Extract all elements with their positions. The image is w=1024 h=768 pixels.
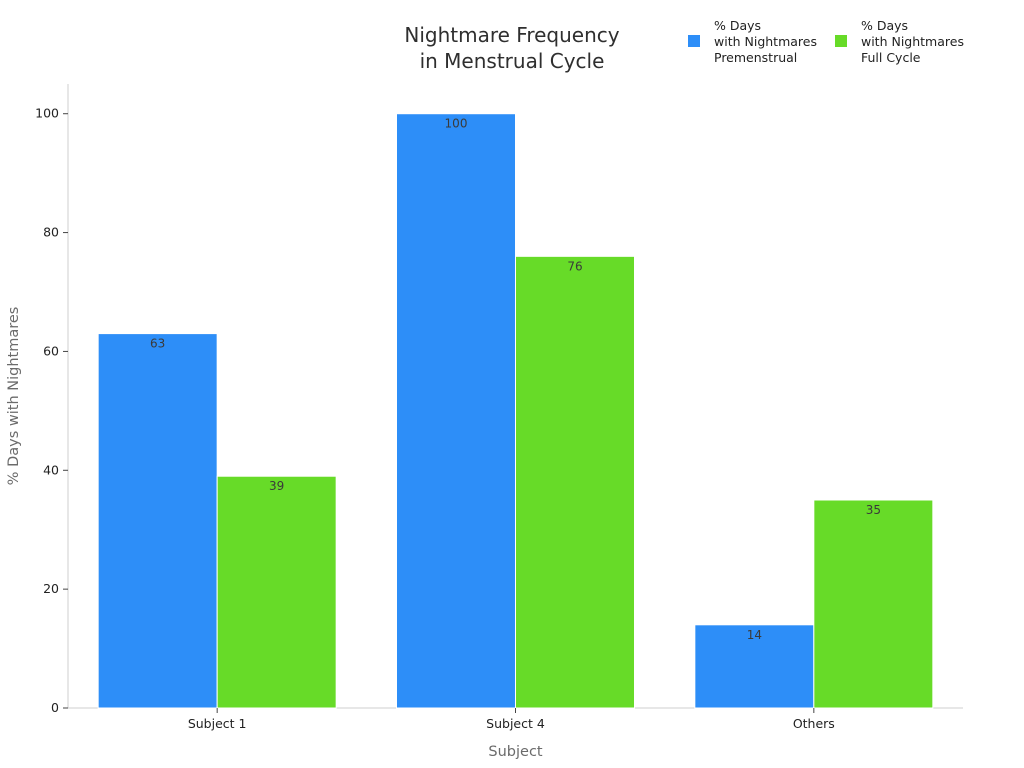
- y-tick-label: 60: [43, 343, 59, 358]
- bar-value-label: 76: [567, 259, 582, 273]
- bar: [813, 499, 934, 709]
- bar: [694, 624, 815, 709]
- x-tick-label: Subject 1: [188, 716, 247, 731]
- legend-label-line: % Days: [714, 18, 762, 33]
- bar-value-label: 63: [150, 337, 165, 351]
- legend-label-full-cycle: % Days with Nightmares Full Cycle: [861, 18, 964, 66]
- legend-label-line: with Nightmares: [860, 34, 964, 49]
- chart-legend: % Days with Nightmares Premenstrual % Da…: [688, 18, 964, 66]
- bar: [396, 113, 516, 709]
- y-tick-label: 0: [51, 700, 59, 715]
- x-tick-label: Subject 4: [486, 716, 545, 731]
- legend-item-full-cycle[interactable]: % Days with Nightmares Full Cycle: [834, 18, 964, 66]
- y-axis-label: % Days with Nightmares: [6, 307, 22, 486]
- legend-label-line: % Days: [860, 18, 909, 33]
- legend-label-line: with Nightmares: [714, 34, 817, 49]
- bar: [515, 255, 635, 709]
- chart-title: Nightmare Frequency in Menstrual Cycle: [362, 22, 662, 74]
- bar-value-label: 100: [445, 117, 468, 131]
- legend-label-premenstrual: % Days with Nightmares Premenstrual: [714, 18, 817, 66]
- bar-value-label: 39: [269, 479, 284, 493]
- y-tick-label: 40: [43, 462, 59, 477]
- y-tick-label: 20: [43, 581, 59, 596]
- legend-swatch-full-cycle: [834, 35, 847, 47]
- x-axis-label: Subject: [488, 744, 543, 760]
- y-tick-label: 80: [43, 225, 59, 240]
- chart-title-line-2: in Menstrual Cycle: [419, 49, 605, 73]
- legend-label-line: Full Cycle: [860, 50, 921, 65]
- legend-label-line: Premenstrual: [714, 50, 798, 65]
- legend-item-premenstrual[interactable]: % Days with Nightmares Premenstrual: [688, 18, 817, 66]
- bar: [216, 475, 337, 709]
- x-tick-label: Others: [793, 716, 835, 731]
- bar-value-label: 35: [866, 503, 881, 517]
- bar-value-label: 14: [747, 628, 762, 642]
- bar: [97, 333, 218, 709]
- y-tick-label: 100: [35, 106, 59, 121]
- legend-swatch-premenstrual: [688, 35, 700, 47]
- chart-title-line-1: Nightmare Frequency: [404, 23, 620, 47]
